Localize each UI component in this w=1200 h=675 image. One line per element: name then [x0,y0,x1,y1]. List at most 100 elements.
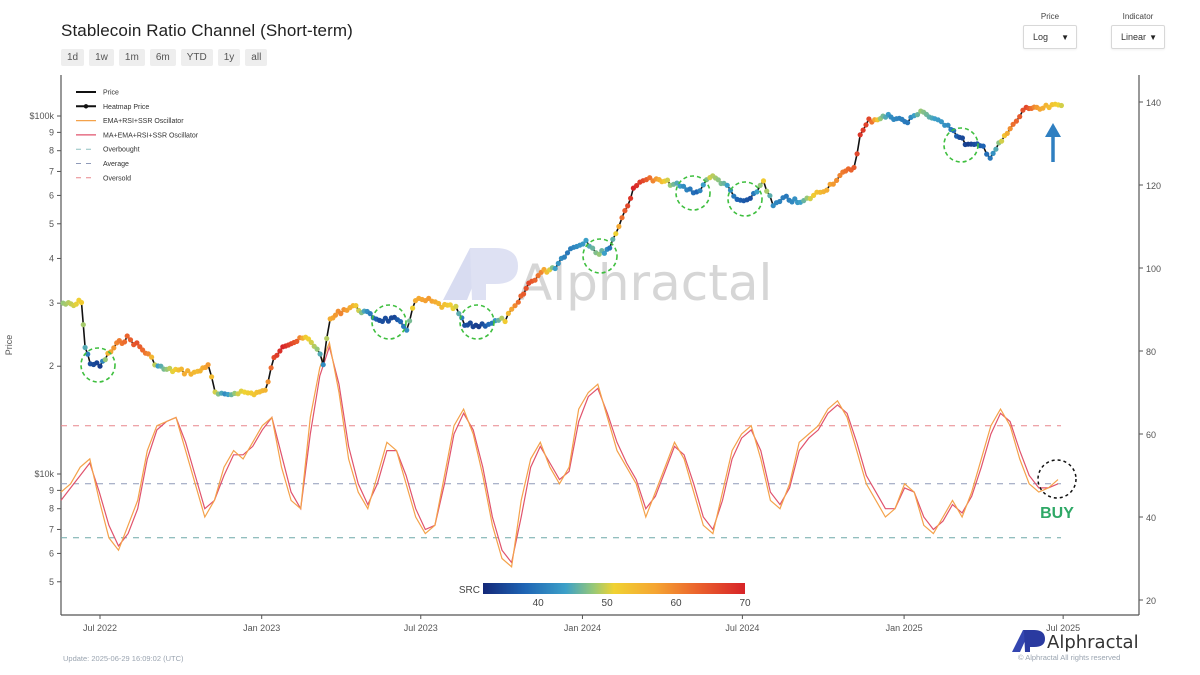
y-left-tick-label: 9 [49,127,54,137]
range-all-button[interactable]: all [245,49,268,66]
heatmap-point [338,311,344,317]
heatmap-point [456,311,462,317]
heatmap-point [367,311,373,317]
highlight-circle [459,304,495,340]
x-tick-label: Jul 2022 [83,623,117,633]
heatmap-point [824,187,830,193]
heatmap-point [990,150,996,156]
heatmap-point [687,186,693,192]
legend-item: Overbought [76,147,140,154]
range-1m-button[interactable]: 1m [118,49,145,66]
heatmap-point [209,374,215,380]
heatmap-point [767,193,773,199]
y-right-tick-label: 140 [1146,98,1161,108]
heatmap-point [731,193,737,199]
caret-down-icon: ▼ [1149,32,1157,42]
buy-signal-circle [1037,459,1077,499]
heatmap-point [262,387,268,393]
heatmap-point [754,189,760,195]
heatmap-point [385,318,391,324]
colorbar-tick-label: 70 [739,598,751,609]
highlight-circle [80,347,116,383]
copyright-text: © Alphractal All rights reserved [1018,653,1120,662]
heatmap-point [601,250,608,256]
heatmap-point [353,303,359,309]
range-ytd-button[interactable]: YTD [180,49,213,66]
page-title: Stablecoin Ratio Channel (Short-term) [61,21,353,40]
range-1d-button[interactable]: 1d [61,49,85,66]
x-tick-label: Jul 2024 [725,623,759,633]
heatmap-point [564,250,571,256]
heatmap-point [502,318,508,325]
heatmap-point [555,260,561,266]
y-left-tick-label: 4 [49,253,54,263]
heatmap-point [664,177,671,183]
heatmap-point [715,177,721,183]
y-left-tick-label: 7 [49,166,54,176]
range-1w-button[interactable]: 1w [89,49,114,66]
heatmap-point [647,175,653,181]
legend-marker [83,104,89,109]
heatmap-point [1017,114,1023,120]
heatmap-point [314,346,320,352]
heatmap-point [760,178,767,184]
heatmap-point [78,299,85,306]
y-right-tick-label: 100 [1146,264,1161,274]
x-tick-label: Jan 2023 [243,623,280,633]
price-scale-control: Price Log ▼ [1023,12,1077,49]
update-timestamp: Update: 2025-06-29 16:09:02 (UTC) [63,654,184,663]
heatmap-point [938,119,945,125]
heatmap-point [436,300,442,307]
heatmap-point [610,236,616,242]
range-selector: 1d 1w 1m 6m YTD 1y all [61,49,268,66]
heatmap-point [680,183,687,189]
heatmap-point [102,357,108,363]
heatmap-point [185,368,191,374]
range-6m-button[interactable]: 6m [149,49,176,66]
buy-label: BUY [1040,505,1074,522]
heatmap-point [830,181,836,187]
y-left-tick-label: $100k [29,111,54,121]
indicator-scale-dropdown[interactable]: Linear ▼ [1111,25,1165,49]
heatmap-point [857,132,863,138]
heatmap-point [634,183,640,189]
heatmap-point [453,303,459,309]
y-left-tick-label: 5 [49,219,54,229]
y-left-tick-label: 2 [49,361,54,371]
heatmap-point [499,315,505,321]
legend-label: EMA+RSI+SSR Oscillator [103,118,184,125]
heatmap-point [628,195,634,201]
legend: Price Heatmap Price EMA+RSI+SSR Oscillator… [76,90,199,182]
heatmap-point [447,302,453,308]
heatmap-point [1004,130,1010,136]
heatmap-point [757,182,763,188]
heatmap-point [697,188,703,194]
heatmap-point [397,319,404,325]
watermark-logo-icon [470,248,518,300]
heatmap-point [700,182,706,188]
heatmap-point [274,352,280,358]
heatmap-point [410,305,416,311]
heatmap-point [73,301,79,307]
heatmap-point [580,241,586,247]
heatmap-point [1058,102,1064,109]
heatmap-point [984,151,990,157]
range-1y-button[interactable]: 1y [217,49,241,66]
heatmap-point [1013,118,1020,124]
heatmap-point [980,143,986,149]
heatmap-point [851,164,857,171]
price-scale-dropdown[interactable]: Log ▼ [1023,25,1077,49]
indicator-scale-value: Linear [1121,32,1147,42]
heatmap-point [837,172,843,179]
heatmap-point [277,348,283,354]
x-tick-label: Jul 2025 [1046,623,1080,633]
heatmap-point [532,277,538,283]
y-left-tick-label: 5 [49,577,54,587]
x-tick-label: Jan 2025 [886,623,923,633]
colorbar-tick-label: 40 [533,598,545,609]
heatmap-point [561,254,568,260]
heatmap-point [777,198,783,205]
heatmap-point [127,337,134,343]
heatmap-point [783,193,789,199]
